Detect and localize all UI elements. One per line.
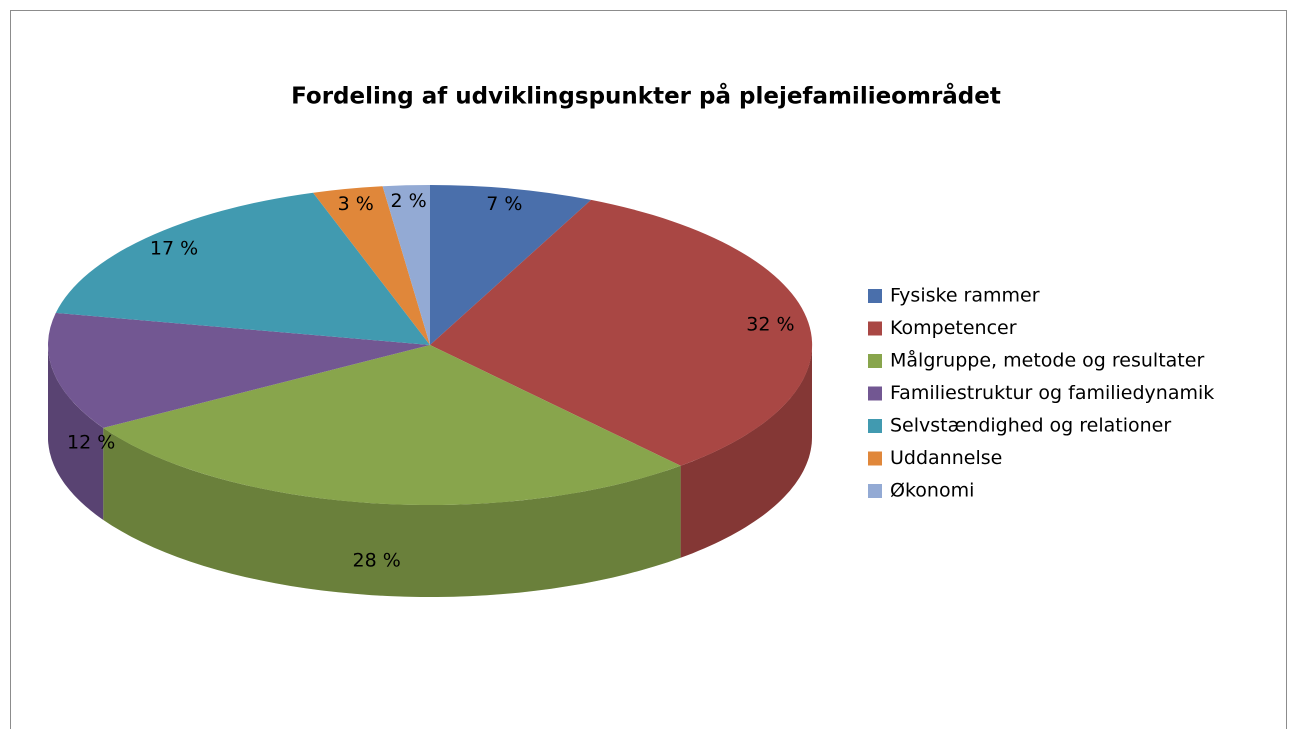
slice-side-shade xyxy=(48,345,104,520)
slice-side-shade xyxy=(103,427,681,597)
legend-swatch xyxy=(868,484,882,498)
legend-label: Familiestruktur og familiedynamik xyxy=(890,382,1214,404)
slice xyxy=(313,186,430,345)
data-label: 32 % xyxy=(746,313,794,335)
data-label: 12 % xyxy=(67,432,115,454)
legend-label: Målgruppe, metode og resultater xyxy=(890,349,1204,372)
data-label: 2 % xyxy=(391,190,427,212)
legend-swatch xyxy=(868,386,882,401)
legend-swatch xyxy=(868,321,882,336)
data-label: 17 % xyxy=(150,237,198,259)
slice-side xyxy=(48,345,104,520)
legend-label: Uddannelse xyxy=(890,447,1002,469)
slice-side xyxy=(103,427,681,597)
slice xyxy=(48,312,430,428)
slice-side xyxy=(680,345,812,558)
legend-swatch xyxy=(868,451,882,466)
legend-swatch xyxy=(868,419,882,433)
legend-label: Økonomi xyxy=(890,480,974,502)
slice-side-shade xyxy=(680,345,812,558)
legend-label: Selvstændighed og relationer xyxy=(890,415,1171,437)
legend-label: Fysiske rammer xyxy=(890,285,1040,307)
legend-swatch xyxy=(868,354,882,368)
data-label: 3 % xyxy=(338,193,374,215)
slice xyxy=(103,345,681,506)
data-label: 7 % xyxy=(486,193,522,215)
data-label: 28 % xyxy=(353,549,401,571)
legend-swatch xyxy=(868,289,882,303)
slice xyxy=(430,199,813,466)
slice xyxy=(430,184,592,345)
legend-label: Kompetencer xyxy=(890,317,1017,339)
slice xyxy=(382,184,430,345)
chart-title: Fordeling af udviklingspunkter på plejef… xyxy=(291,83,1001,110)
slice xyxy=(55,192,431,345)
